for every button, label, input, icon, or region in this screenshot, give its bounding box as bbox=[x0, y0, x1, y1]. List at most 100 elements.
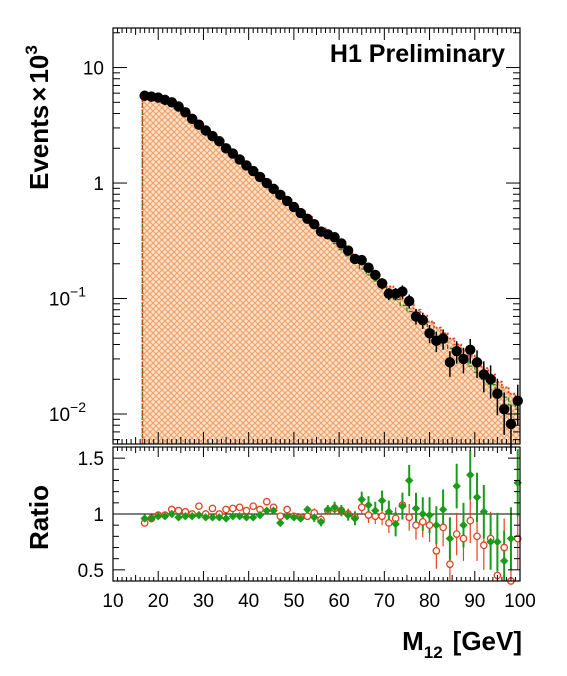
ratio-green-point bbox=[248, 513, 258, 522]
ratio-orange-point bbox=[473, 532, 481, 541]
ratio-green-point bbox=[147, 514, 156, 523]
ratio-orange-point bbox=[500, 543, 509, 552]
x-axis-title-unit: [GeV] bbox=[453, 626, 522, 656]
ratio-orange-point bbox=[235, 503, 244, 512]
ratio-green-point bbox=[459, 520, 468, 530]
y-tick-label-main: 1 bbox=[93, 174, 104, 195]
ratio-orange-point bbox=[364, 511, 373, 519]
data-point bbox=[173, 101, 184, 112]
data-point bbox=[498, 404, 510, 415]
x-tick-label: 30 bbox=[193, 591, 214, 612]
ratio-green-point bbox=[187, 512, 197, 521]
ratio-green-point bbox=[343, 510, 353, 520]
data-point bbox=[505, 418, 517, 430]
ratio-green-point bbox=[296, 514, 305, 523]
ratio-orange-point bbox=[432, 546, 441, 555]
ratio-green-point bbox=[269, 506, 278, 515]
ratio-orange-point bbox=[439, 523, 447, 532]
data-point bbox=[458, 353, 469, 365]
ratio-green-point bbox=[398, 501, 407, 511]
ratio-orange-point bbox=[385, 519, 393, 527]
ratio-green-point bbox=[499, 556, 509, 566]
ratio-green-point bbox=[174, 513, 183, 522]
data-point bbox=[281, 195, 293, 207]
data-point bbox=[336, 238, 347, 249]
ratio-orange-point bbox=[249, 502, 258, 511]
y-axis-title-ratio: Ratio bbox=[24, 485, 54, 550]
ratio-green-point bbox=[242, 513, 251, 522]
ratio-orange-point bbox=[208, 504, 217, 513]
x-tick-label: 100 bbox=[504, 591, 536, 612]
data-point bbox=[227, 148, 239, 159]
ratio-green-point bbox=[337, 506, 346, 515]
data-point bbox=[261, 177, 272, 189]
ratio-orange-point bbox=[466, 516, 475, 525]
x-axis-title-subscript: 12 bbox=[424, 643, 443, 662]
x-tick-label: 50 bbox=[283, 591, 304, 612]
ratio-green-point bbox=[323, 505, 333, 514]
data-point bbox=[295, 207, 306, 219]
x-tick-label: 20 bbox=[148, 591, 169, 612]
data-point bbox=[268, 183, 279, 195]
data-point bbox=[342, 245, 354, 256]
x-tick-label: 80 bbox=[419, 591, 440, 612]
ratio-green-point bbox=[377, 496, 387, 505]
ratio-green-point bbox=[391, 519, 400, 529]
ratio-orange-point bbox=[222, 505, 230, 514]
x-tick-label: 90 bbox=[464, 591, 485, 612]
data-point bbox=[404, 295, 415, 307]
ratio-green-point bbox=[371, 506, 380, 515]
data-point bbox=[214, 136, 225, 147]
y-axis-title-word: Events bbox=[24, 105, 54, 190]
data-point bbox=[247, 165, 259, 177]
ratio-green-point bbox=[411, 504, 421, 513]
data-point bbox=[417, 314, 428, 326]
data-point bbox=[465, 344, 476, 355]
y-tick-label-main: 10−1 bbox=[49, 284, 86, 311]
ratio-green-point bbox=[405, 476, 414, 485]
ratio-orange-point bbox=[378, 512, 386, 521]
data-point bbox=[451, 345, 462, 357]
y-tick-label-ratio: 1.5 bbox=[78, 449, 104, 470]
ratio-green-point bbox=[357, 495, 366, 504]
ratio-green-point bbox=[506, 534, 516, 543]
ratio-green-point bbox=[425, 510, 434, 520]
ratio-green-point bbox=[310, 513, 319, 522]
ratio-green-point bbox=[282, 512, 292, 521]
data-point bbox=[485, 374, 496, 385]
data-point bbox=[275, 189, 286, 201]
ratio-orange-point bbox=[425, 521, 434, 530]
data-point bbox=[444, 357, 456, 368]
data-point bbox=[288, 201, 300, 213]
ratio-plot-panel: 10 20 30 40 50 60 70 80 90 100 0.5 1 1.5 Ratio M12 [G… bbox=[24, 446, 536, 662]
ratio-green-point bbox=[384, 507, 394, 516]
ratio-green-point bbox=[276, 518, 285, 528]
data-point bbox=[234, 154, 245, 165]
data-point bbox=[329, 231, 340, 243]
data-point bbox=[356, 254, 367, 266]
y-axis-title-exponent: 3 bbox=[22, 45, 41, 54]
data-points bbox=[139, 90, 523, 454]
data-point bbox=[363, 262, 374, 273]
ratio-green-point bbox=[228, 512, 238, 521]
mc-fill-area bbox=[142, 93, 520, 444]
data-point bbox=[193, 119, 205, 130]
ratio-orange-point bbox=[357, 503, 366, 512]
ratio-axes-ticks: 10 20 30 40 50 60 70 80 90 100 0.5 1 1.5 bbox=[78, 446, 536, 612]
ratio-green-point bbox=[160, 512, 170, 521]
ratio-green-point bbox=[194, 510, 204, 520]
ratio-orange-point bbox=[452, 530, 461, 538]
x-axis-title-symbol: M bbox=[402, 626, 424, 656]
data-point bbox=[309, 219, 320, 230]
ratio-green-point bbox=[350, 514, 360, 523]
data-point bbox=[370, 269, 381, 281]
ratio-green-point bbox=[452, 481, 461, 491]
y-tick-label-exponent: −2 bbox=[70, 399, 86, 415]
ratio-orange-point bbox=[479, 541, 488, 550]
ratio-orange-point bbox=[195, 502, 203, 511]
x-tick-label: 40 bbox=[238, 591, 259, 612]
y-tick-label-main: 10−2 bbox=[49, 399, 86, 426]
ratio-orange-point bbox=[303, 512, 312, 521]
